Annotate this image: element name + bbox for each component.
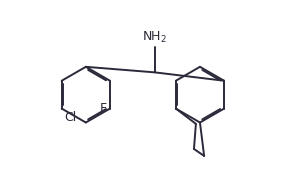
Text: Cl: Cl — [65, 111, 77, 124]
Text: NH$_2$: NH$_2$ — [142, 30, 167, 45]
Text: F: F — [99, 102, 107, 115]
